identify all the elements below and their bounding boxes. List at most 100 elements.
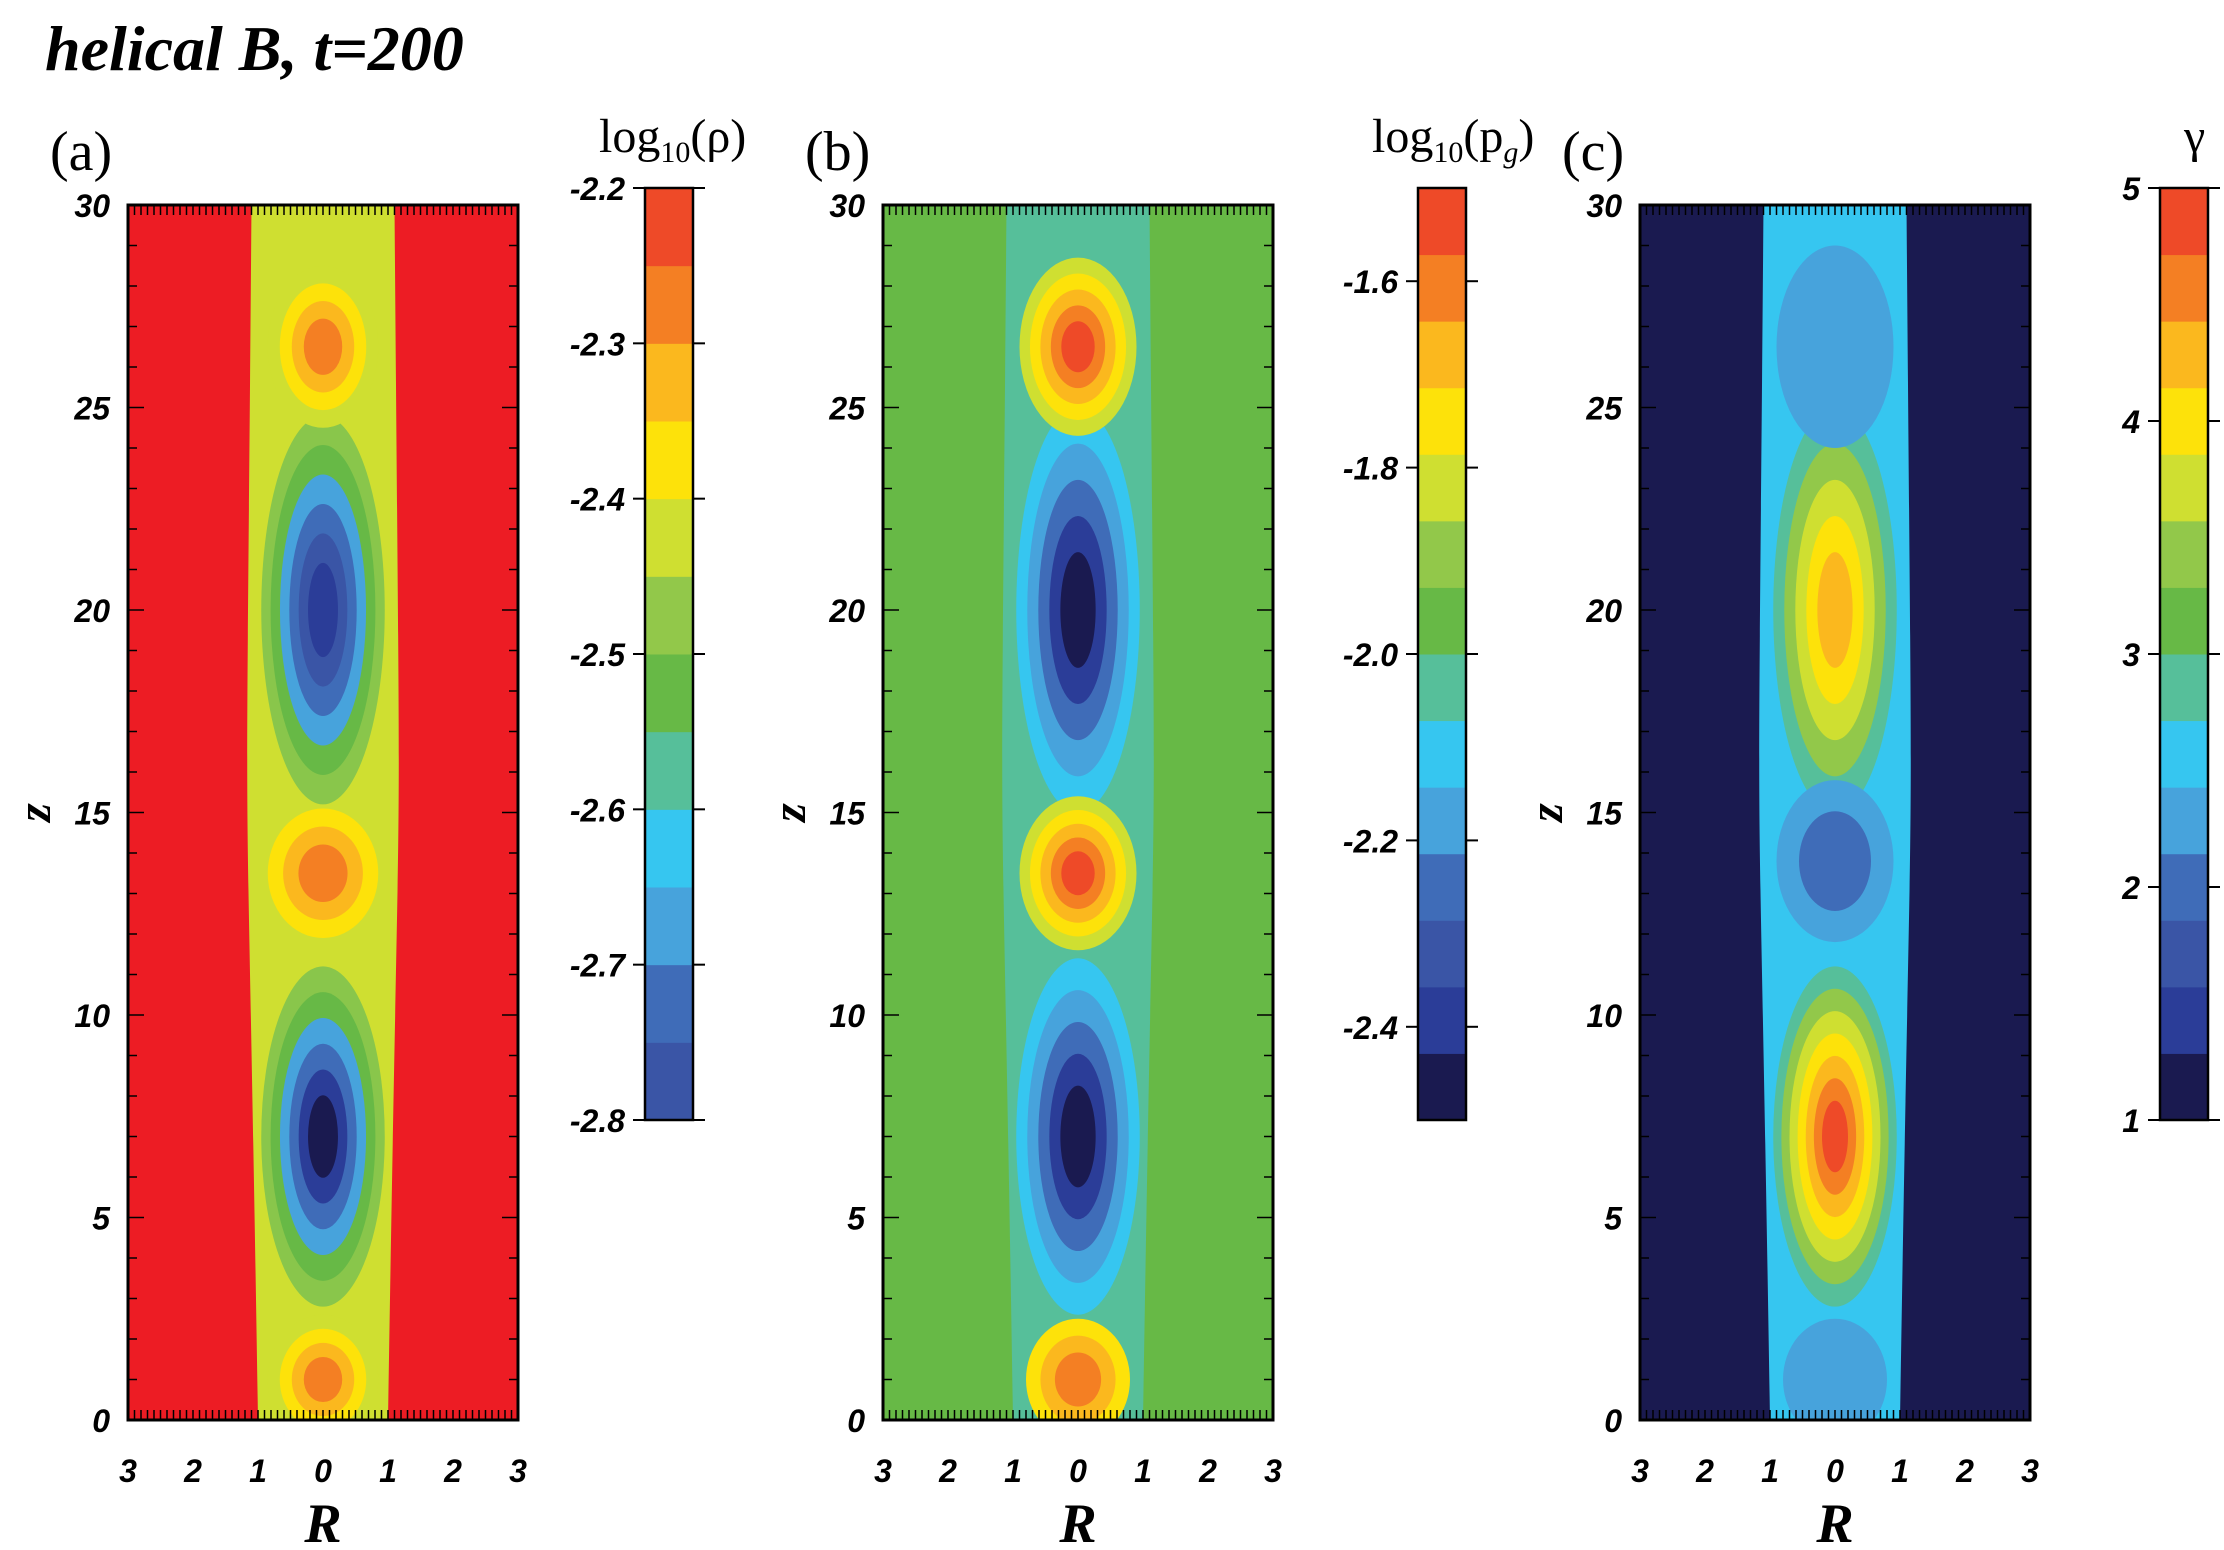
xtick-label-c-6: 3 [2021,1453,2039,1489]
contour-b-3-4 [1061,321,1095,373]
colorbar-a: -2.2 -2.3 -2.4 -2.5 -2.6 -2.7 -2.8 log10(ρ) [570,110,746,1139]
ytick-label-a-2: 10 [74,998,110,1034]
xtick-label-b-5: 2 [1198,1453,1217,1489]
colorbar-level-a-4 [645,731,693,810]
colorbar-level-b-8 [1418,520,1466,588]
plot-area-c [1640,205,2030,1420]
colorbar-level-b-3 [1418,853,1466,921]
colorbar-level-b-11 [1418,321,1466,389]
xlabel-c: R [1815,1493,1853,1550]
xtick-label-a-6: 3 [509,1453,527,1489]
colorbar-c: 5 4 3 2 1 γ [2121,110,2220,1139]
colorbar-tick-a-3: -2.5 [570,637,626,673]
colorbar-level-b-5 [1418,720,1466,788]
contour-c-4-0 [1783,1318,1887,1420]
colorbar-tick-b-2: -2.0 [1343,637,1398,673]
contour-b-0-4 [1060,552,1096,668]
ytick-label-c-6: 30 [1586,188,1622,224]
xtick-label-a-2: 1 [249,1453,267,1489]
xtick-label-a-5: 2 [443,1453,462,1489]
colorbar-level-b-13 [1418,188,1466,256]
colorbar-level-b-7 [1418,587,1466,655]
colorbar-tick-b-0: -1.6 [1343,264,1398,300]
colorbar-level-b-4 [1418,787,1466,855]
xtick-label-c-3: 0 [1826,1453,1844,1489]
ylabel-b: z [763,803,816,824]
xtick-label-b-6: 3 [1264,1453,1282,1489]
colorbar-level-c-4 [2160,787,2208,855]
colorbar-level-a-10 [645,265,693,344]
colorbar-level-c-3 [2160,853,2208,921]
ytick-label-b-4: 20 [828,593,865,629]
colorbar-level-a-0 [645,1042,693,1121]
colorbar-level-a-11 [645,188,693,267]
ytick-label-c-4: 20 [1585,593,1622,629]
contour-a-3-3 [303,318,343,375]
ytick-label-b-2: 10 [829,998,865,1034]
colorbar-tick-a-2: -2.4 [570,482,625,518]
ytick-label-a-4: 20 [73,593,110,629]
colorbar-label-c: γ [2183,110,2205,163]
colorbar-level-c-5 [2160,720,2208,788]
colorbar-level-a-8 [645,421,693,500]
colorbar-tick-b-1: -1.8 [1343,451,1398,487]
xtick-label-c-0: 3 [1631,1453,1649,1489]
ytick-label-a-1: 5 [92,1201,111,1237]
colorbar-level-a-7 [645,498,693,577]
colorbar-level-a-5 [645,654,693,733]
ytick-label-a-0: 0 [92,1403,110,1439]
colorbar-level-c-7 [2160,587,2208,655]
xtick-label-b-3: 0 [1069,1453,1087,1489]
colorbar-label-b: log10(pg) [1372,110,1534,169]
ylabel-c: z [1520,803,1573,824]
xtick-label-c-2: 1 [1761,1453,1779,1489]
figure-title: helical B, t=200 [45,13,464,84]
xlabel-b: R [1058,1493,1096,1550]
colorbar-level-a-6 [645,576,693,655]
colorbar-tick-c-1: 4 [2121,404,2140,440]
ytick-label-b-3: 15 [829,796,866,832]
colorbar-level-c-8 [2160,520,2208,588]
colorbar-level-a-9 [645,343,693,422]
colorbar-level-b-10 [1418,387,1466,455]
colorbar-level-b-0 [1418,1053,1466,1121]
colorbar-b: -1.6 -1.8 -2.0 -2.2 -2.4 log10(pg) [1343,110,1534,1122]
ytick-label-b-6: 30 [829,188,865,224]
xtick-label-b-0: 3 [874,1453,892,1489]
colorbar-level-c-11 [2160,321,2208,389]
colorbar-level-c-10 [2160,387,2208,455]
ytick-label-b-1: 5 [847,1201,866,1237]
xtick-label-c-1: 2 [1695,1453,1714,1489]
xtick-label-c-5: 2 [1955,1453,1974,1489]
colorbar-tick-a-0: -2.2 [570,171,625,207]
colorbar-level-c-12 [2160,254,2208,322]
contour-a-1-5 [308,1095,338,1178]
xtick-label-a-0: 3 [119,1453,137,1489]
xtick-label-b-4: 1 [1134,1453,1152,1489]
contour-b-4-2 [1054,1352,1102,1407]
panel-a: 3 2 1 0 1 2 3051015202530Rz(a)-2.2-2.3-2.4-2.5… [8,110,746,1550]
ytick-label-b-5: 25 [828,391,866,427]
xtick-label-a-1: 2 [183,1453,202,1489]
colorbar-label-a: log10(ρ) [599,110,746,169]
xlabel-a: R [303,1493,341,1550]
panel-b: 3 2 1 0 1 2 3051015202530Rz(b)-1.6-1.8-2.0-2.2… [763,110,1534,1550]
contour-c-0-4 [1817,552,1853,668]
colorbar-level-b-2 [1418,920,1466,988]
xtick-label-a-3: 0 [314,1453,332,1489]
ytick-label-b-0: 0 [847,1403,865,1439]
contour-b-1-4 [1060,1085,1096,1188]
colorbar-level-c-9 [2160,454,2208,522]
colorbar-tick-c-0: 5 [2122,171,2141,207]
contour-c-3-0 [1776,245,1894,448]
colorbar-tick-a-6: -2.8 [570,1103,625,1139]
ytick-label-c-5: 25 [1585,391,1623,427]
colorbar-level-c-13 [2160,188,2208,256]
colorbar-level-b-9 [1418,454,1466,522]
colorbar-tick-a-1: -2.3 [570,326,625,362]
contour-c-1-6 [1822,1100,1848,1173]
xtick-label-c-4: 1 [1891,1453,1909,1489]
plot-area-b [883,205,1273,1420]
colorbar-level-c-1 [2160,986,2208,1054]
